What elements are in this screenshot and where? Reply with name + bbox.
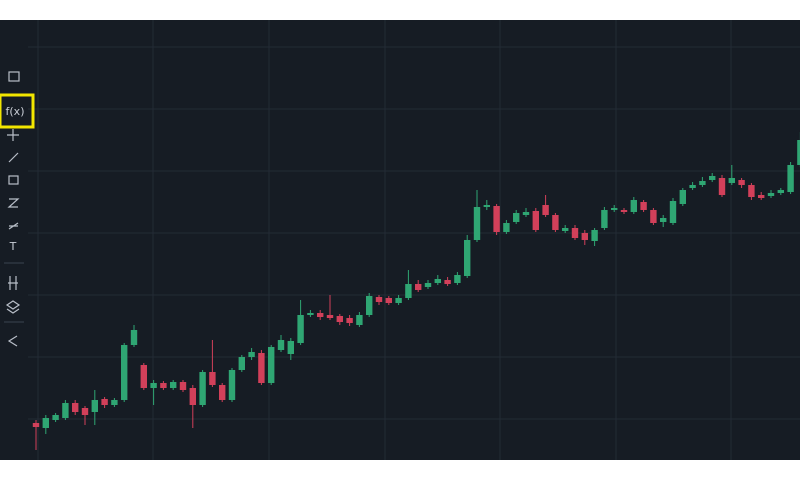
candle-body — [542, 205, 549, 215]
candle-body — [581, 233, 588, 240]
candle-body — [258, 353, 265, 383]
candle-body — [611, 208, 618, 210]
candle-body — [493, 206, 500, 232]
candle-body — [277, 340, 285, 350]
line-tool-button[interactable] — [8, 152, 19, 163]
candle-body — [650, 210, 657, 223]
candle-body — [571, 228, 579, 238]
candle-body — [503, 223, 510, 232]
candle-body — [640, 202, 647, 210]
candle-body — [366, 296, 373, 315]
candle-body — [307, 313, 314, 315]
candle-body — [513, 213, 520, 222]
candle-body — [111, 400, 118, 405]
text-tool-button[interactable]: T — [9, 240, 17, 253]
candle-body — [748, 185, 755, 197]
rectangle-tool-button[interactable] — [8, 175, 19, 185]
candle-body — [72, 403, 79, 412]
candle-body — [199, 372, 206, 405]
candle-body — [562, 228, 569, 231]
candle-body — [660, 218, 667, 222]
candle-body — [444, 280, 451, 284]
candle-body — [699, 181, 706, 185]
candle-body — [268, 347, 275, 383]
candle-body — [52, 415, 59, 420]
candle-body — [415, 284, 422, 290]
candle-body — [669, 201, 677, 223]
candle-body — [738, 180, 745, 185]
candle-body — [728, 178, 735, 183]
candle-body — [620, 210, 628, 212]
candle-body — [81, 408, 89, 415]
candle-body — [601, 210, 608, 228]
candle-body — [758, 195, 765, 198]
candle-body — [709, 176, 716, 180]
candle-body — [405, 284, 412, 298]
candle-body — [797, 140, 800, 165]
fib-tool-button[interactable] — [8, 222, 19, 230]
toolbar: f(x) T — [0, 71, 35, 347]
candle-body — [189, 388, 196, 405]
chart-type-button[interactable] — [8, 71, 20, 82]
candle-body — [140, 365, 147, 388]
share-button[interactable] — [7, 335, 18, 347]
candle-body — [32, 423, 40, 427]
candle-body — [228, 370, 236, 400]
candle-body — [689, 185, 696, 188]
candle-body — [42, 418, 49, 428]
candle-body — [160, 383, 167, 388]
candle-body — [767, 193, 775, 196]
candle-body — [346, 318, 353, 323]
candle-body — [179, 382, 187, 390]
candle-body — [91, 400, 98, 412]
function-button[interactable]: f(x) — [6, 105, 25, 118]
highlight-box — [0, 93, 35, 129]
candle-body — [170, 382, 177, 388]
candle-body — [317, 313, 324, 317]
indicator-button[interactable] — [8, 276, 18, 290]
candle-body — [718, 178, 726, 195]
candle-body — [287, 341, 294, 354]
candle-body — [356, 315, 363, 325]
candle-body — [62, 403, 69, 418]
candle-body — [248, 352, 255, 357]
candle-body — [473, 207, 481, 240]
chart-background — [0, 20, 800, 460]
candle-body — [591, 230, 598, 241]
candle-body — [395, 298, 402, 303]
candle-body — [454, 275, 461, 283]
candle-body — [101, 399, 108, 405]
candle-body — [150, 383, 157, 388]
candle-body — [219, 385, 226, 400]
candle-body — [238, 357, 245, 370]
layers-button[interactable] — [5, 300, 21, 314]
pattern-tool-button[interactable] — [7, 198, 20, 208]
candle-body — [375, 297, 383, 302]
candle-body — [424, 283, 432, 287]
candle-body — [679, 190, 686, 204]
candle-body — [297, 315, 304, 343]
candle-body — [121, 345, 128, 400]
candle-body — [336, 316, 343, 322]
candle-body — [483, 205, 490, 207]
candle-body — [787, 165, 794, 192]
candle-body — [130, 330, 138, 345]
candle-body — [434, 279, 441, 283]
candle-body — [630, 200, 637, 212]
crosshair-button[interactable] — [7, 129, 19, 141]
grid — [28, 20, 800, 460]
candle-body — [522, 212, 530, 215]
candle-body — [552, 215, 559, 230]
candle-body — [777, 190, 784, 193]
candle-body — [326, 315, 334, 318]
candle-body — [209, 372, 216, 385]
candle-body — [464, 240, 471, 276]
candle-body — [532, 211, 539, 230]
candle-body — [385, 298, 392, 303]
